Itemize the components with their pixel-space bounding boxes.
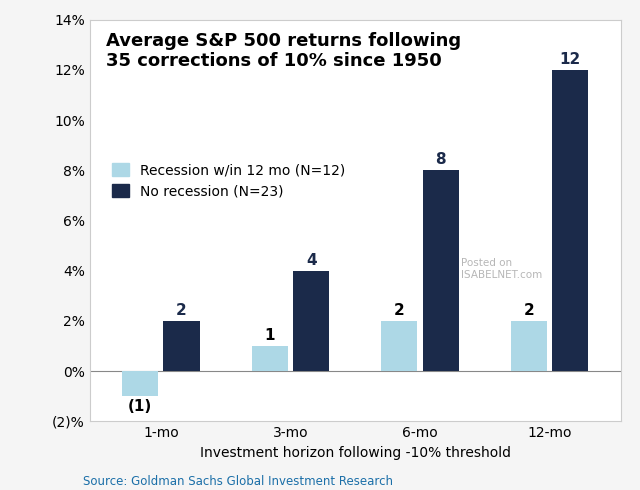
Bar bbox=[122, 371, 158, 396]
Bar bbox=[552, 70, 588, 371]
Text: Average S&P 500 returns following
35 corrections of 10% since 1950: Average S&P 500 returns following 35 cor… bbox=[106, 32, 461, 71]
X-axis label: Investment horizon following -10% threshold: Investment horizon following -10% thresh… bbox=[200, 446, 511, 460]
Text: 2: 2 bbox=[524, 303, 534, 318]
Text: 2: 2 bbox=[176, 303, 187, 318]
Text: 2: 2 bbox=[394, 303, 404, 318]
Bar bbox=[511, 321, 547, 371]
Bar bbox=[163, 321, 200, 371]
Text: Source: Goldman Sachs Global Investment Research: Source: Goldman Sachs Global Investment … bbox=[83, 474, 393, 488]
Bar bbox=[252, 346, 288, 371]
Text: 4: 4 bbox=[306, 253, 316, 268]
Text: 8: 8 bbox=[435, 152, 446, 167]
Text: Posted on
ISABELNET.com: Posted on ISABELNET.com bbox=[461, 258, 543, 279]
Bar bbox=[293, 270, 330, 371]
Text: 12: 12 bbox=[559, 52, 581, 67]
Text: 1: 1 bbox=[264, 328, 275, 343]
Bar bbox=[381, 321, 417, 371]
Text: (1): (1) bbox=[128, 399, 152, 415]
Bar bbox=[422, 171, 459, 371]
Legend: Recession w/in 12 mo (N=12), No recession (N=23): Recession w/in 12 mo (N=12), No recessio… bbox=[113, 163, 346, 198]
